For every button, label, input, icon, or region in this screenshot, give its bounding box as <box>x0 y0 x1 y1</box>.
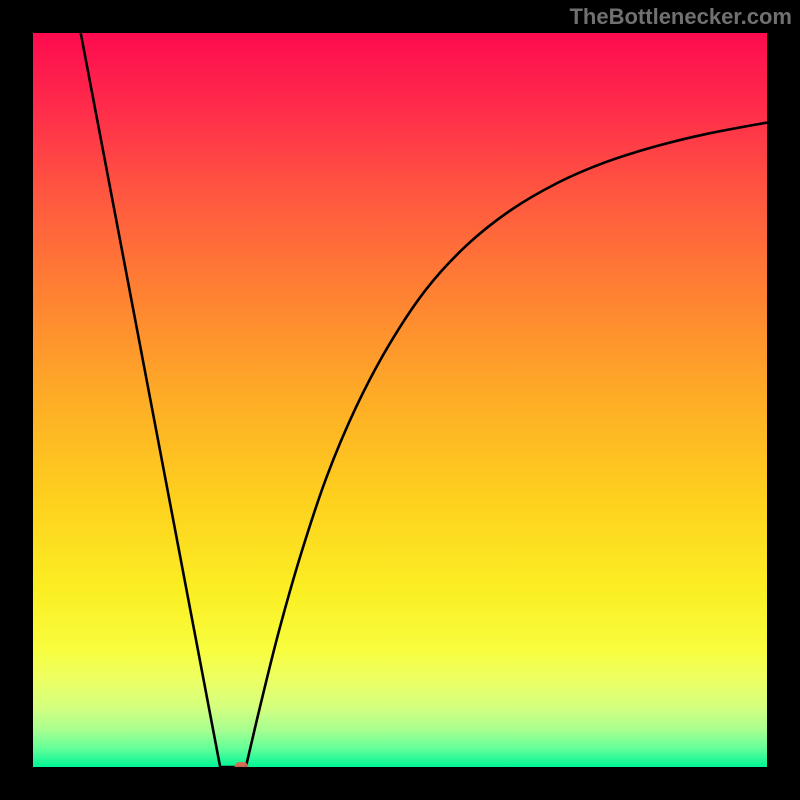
frame-edge <box>767 0 800 800</box>
watermark-text: TheBottlenecker.com <box>569 4 792 30</box>
bottleneck-chart <box>0 0 800 800</box>
frame-edge <box>0 0 33 800</box>
chart-container: TheBottlenecker.com <box>0 0 800 800</box>
frame-edge <box>0 767 800 800</box>
chart-plot-area <box>33 33 767 767</box>
